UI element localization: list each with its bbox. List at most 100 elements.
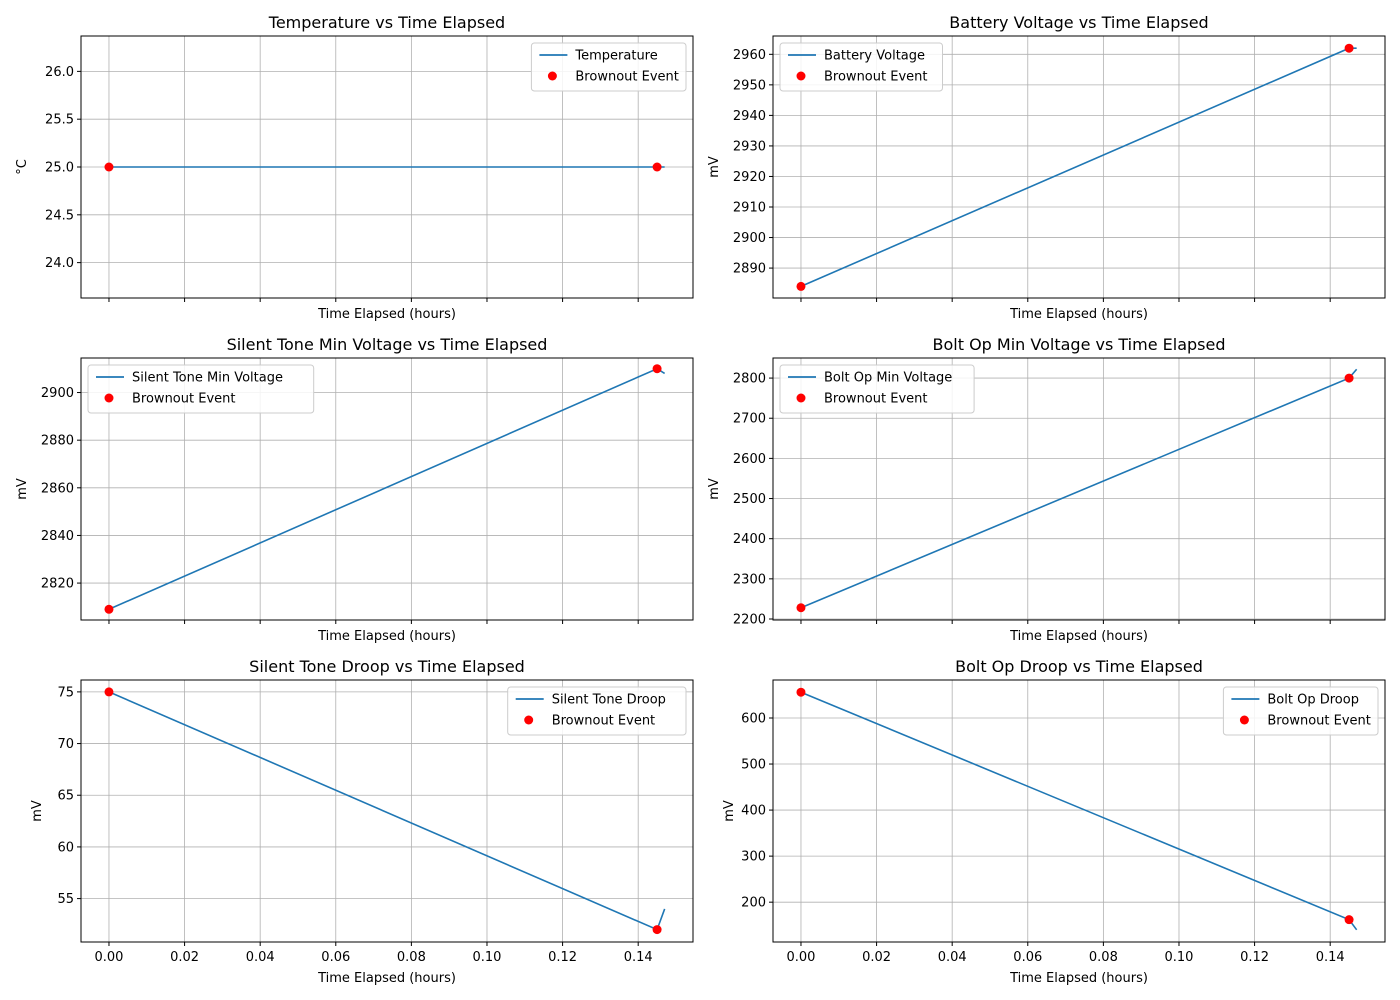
legend-event-label: Brownout Event bbox=[552, 714, 655, 729]
legend-marker-swatch bbox=[104, 393, 114, 403]
y-axis-label: mV bbox=[722, 800, 737, 822]
legend-box bbox=[87, 364, 315, 414]
x-tick-label: 0.02 bbox=[170, 950, 199, 965]
subplot-title: Bolt Op Droop vs Time Elapsed bbox=[955, 657, 1203, 676]
y-tick-label: 2890 bbox=[733, 262, 766, 277]
legend-box bbox=[779, 364, 975, 414]
brownout-event-marker bbox=[652, 162, 662, 172]
y-tick-label: 60 bbox=[57, 840, 74, 855]
x-axis-label: Time Elapsed (hours) bbox=[317, 971, 456, 986]
y-tick-label: 26.0 bbox=[45, 65, 74, 80]
legend-marker-swatch bbox=[1239, 715, 1249, 725]
x-tick-label: 0.04 bbox=[938, 950, 967, 965]
x-axis-label: Time Elapsed (hours) bbox=[1009, 971, 1148, 986]
legend: Silent Tone Min Voltage Brownout Event bbox=[87, 364, 315, 414]
y-tick-label: 2300 bbox=[733, 572, 766, 587]
y-tick-label: 2900 bbox=[41, 386, 74, 401]
x-tick-label: 0.10 bbox=[1165, 950, 1194, 965]
y-tick-label: 2920 bbox=[733, 170, 766, 185]
brownout-event-marker bbox=[104, 604, 114, 614]
subplot-title: Battery Voltage vs Time Elapsed bbox=[949, 13, 1208, 32]
y-tick-label: 400 bbox=[741, 804, 766, 819]
y-tick-label: 2600 bbox=[733, 452, 766, 467]
y-tick-label: 25.5 bbox=[45, 113, 74, 128]
legend-box bbox=[507, 686, 687, 736]
y-tick-label: 24.5 bbox=[45, 208, 74, 223]
x-tick-label: 0.12 bbox=[1240, 950, 1269, 965]
legend-marker-swatch bbox=[796, 71, 806, 81]
legend-event-label: Brownout Event bbox=[132, 392, 235, 407]
x-tick-label: 0.08 bbox=[1089, 950, 1118, 965]
x-tick-label: 0.00 bbox=[94, 950, 123, 965]
legend-box bbox=[530, 42, 687, 92]
legend-series-label: Bolt Op Droop bbox=[1267, 693, 1359, 708]
y-tick-label: 65 bbox=[57, 789, 74, 804]
legend-series-label: Bolt Op Min Voltage bbox=[824, 371, 952, 386]
x-tick-label: 0.14 bbox=[1316, 950, 1345, 965]
legend-event-label: Brownout Event bbox=[575, 70, 678, 85]
y-tick-label: 25.0 bbox=[45, 161, 74, 176]
legend-event-label: Brownout Event bbox=[824, 70, 927, 85]
y-tick-label: 2860 bbox=[41, 481, 74, 496]
legend: Temperature Brownout Event bbox=[530, 42, 687, 92]
subplot-6: 0.00 0.02 0.04 0.06 0.08 0.10 0.12 0.14 200 300 40… bbox=[722, 657, 1386, 986]
axes-frame bbox=[80, 357, 694, 621]
y-tick-label: 2880 bbox=[41, 434, 74, 449]
subplot-1: 24.0 24.5 25.0 25.5 26.0 Temperature vs Time … bbox=[15, 13, 694, 322]
legend-event-label: Brownout Event bbox=[1267, 714, 1370, 729]
subplot-3: 2820 2840 2860 2880 2900 Silent Tone Min Volt… bbox=[15, 335, 694, 644]
x-tick-label: 0.04 bbox=[246, 950, 275, 965]
y-tick-label: 70 bbox=[57, 737, 74, 752]
y-tick-label: 2200 bbox=[733, 612, 766, 627]
subplot-title: Temperature vs Time Elapsed bbox=[268, 13, 505, 32]
legend-box bbox=[1222, 686, 1379, 736]
x-tick-label: 0.06 bbox=[1013, 950, 1042, 965]
legend: Bolt Op Droop Brownout Event bbox=[1222, 686, 1379, 736]
x-tick-label: 0.12 bbox=[548, 950, 577, 965]
y-tick-label: 55 bbox=[57, 892, 74, 907]
brownout-event-marker bbox=[104, 162, 114, 172]
subplot-5: 0.00 0.02 0.04 0.06 0.08 0.10 0.12 0.14 55 60 65 70… bbox=[30, 657, 694, 986]
y-tick-label: 2960 bbox=[733, 48, 766, 63]
x-tick-label: 0.10 bbox=[473, 950, 502, 965]
x-tick-label: 0.02 bbox=[862, 950, 891, 965]
brownout-event-marker bbox=[796, 603, 806, 613]
legend-marker-swatch bbox=[547, 71, 557, 81]
legend-event-label: Brownout Event bbox=[824, 392, 927, 407]
x-tick-label: 0.14 bbox=[624, 950, 653, 965]
y-tick-label: 2400 bbox=[733, 532, 766, 547]
x-axis-label: Time Elapsed (hours) bbox=[317, 629, 456, 644]
y-axis-label: °C bbox=[15, 159, 30, 175]
legend-marker-swatch bbox=[796, 393, 806, 403]
brownout-event-marker bbox=[652, 925, 662, 935]
brownout-event-marker bbox=[796, 281, 806, 291]
legend: Bolt Op Min Voltage Brownout Event bbox=[779, 364, 975, 414]
brownout-event-marker bbox=[1344, 373, 1354, 383]
axes-frame bbox=[772, 357, 1386, 621]
subplot-4: 2200 2300 2400 2500 2600 2700 2800 Bolt Op Min … bbox=[707, 335, 1386, 644]
x-axis-label: Time Elapsed (hours) bbox=[317, 307, 456, 322]
legend-series-label: Silent Tone Min Voltage bbox=[132, 371, 283, 386]
legend: Silent Tone Droop Brownout Event bbox=[507, 686, 687, 736]
y-axis-label: mV bbox=[707, 156, 722, 178]
x-tick-label: 0.08 bbox=[397, 950, 426, 965]
x-tick-label: 0.06 bbox=[321, 950, 350, 965]
y-tick-label: 2940 bbox=[733, 109, 766, 124]
legend-series-label: Battery Voltage bbox=[824, 49, 925, 64]
y-axis-label: mV bbox=[15, 478, 30, 500]
y-tick-label: 2910 bbox=[733, 201, 766, 216]
x-axis-label: Time Elapsed (hours) bbox=[1009, 629, 1148, 644]
y-tick-label: 24.0 bbox=[45, 256, 74, 271]
y-tick-label: 2900 bbox=[733, 231, 766, 246]
y-tick-label: 500 bbox=[741, 758, 766, 773]
y-tick-label: 2930 bbox=[733, 139, 766, 154]
y-tick-label: 75 bbox=[57, 685, 74, 700]
subplot-title: Silent Tone Droop vs Time Elapsed bbox=[249, 657, 525, 676]
y-tick-label: 2950 bbox=[733, 78, 766, 93]
legend: Battery Voltage Brownout Event bbox=[779, 42, 943, 92]
legend-series-label: Silent Tone Droop bbox=[552, 693, 666, 708]
x-axis-label: Time Elapsed (hours) bbox=[1009, 307, 1148, 322]
brownout-event-marker bbox=[104, 687, 114, 697]
axes-frame bbox=[80, 679, 694, 943]
